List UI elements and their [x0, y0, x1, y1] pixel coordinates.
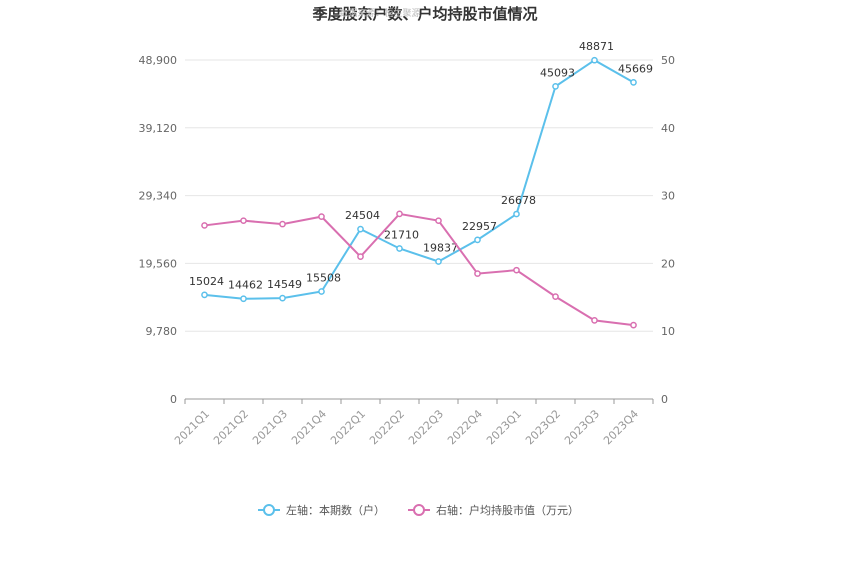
data-point: [630, 321, 637, 329]
right-tick-label: 50: [661, 54, 675, 67]
data-label: 14549: [267, 278, 302, 291]
data-point: [357, 225, 364, 233]
right-tick-label: 10: [661, 325, 675, 338]
data-point: [630, 79, 637, 86]
x-tick-label: 2023Q4: [601, 407, 641, 447]
legend-swatch-marker: [263, 504, 275, 516]
data-label: 21710: [384, 228, 419, 241]
data-label: 24504: [345, 209, 380, 222]
data-point: [552, 293, 559, 300]
data-point: [552, 83, 559, 90]
legend-swatch-marker: [413, 504, 425, 516]
data-point: [474, 236, 481, 244]
data-point: [591, 317, 598, 324]
left-tick-label: 29,340: [139, 190, 178, 203]
data-point: [513, 266, 520, 274]
data-point: [591, 56, 598, 64]
chart-title: 季度股东户数、户均持股市值情况: [312, 5, 537, 23]
data-point: [396, 245, 403, 252]
data-label: 26678: [501, 194, 536, 207]
data-point: [357, 253, 364, 260]
right-tick-label: 30: [661, 190, 675, 203]
data-label: 15508: [306, 271, 341, 284]
data-label: 45669: [618, 62, 653, 75]
data-label: 22957: [462, 220, 497, 233]
x-tick-label: 2021Q3: [250, 407, 290, 447]
left-tick-label: 9,780: [146, 325, 178, 338]
data-point: [318, 213, 325, 220]
x-axis: 2021Q12021Q22021Q32021Q42022Q12022Q22022…: [172, 398, 654, 447]
data-point: [513, 210, 520, 218]
left-tick-label: 0: [170, 393, 177, 406]
x-tick-label: 2023Q2: [523, 407, 563, 447]
data-point: [474, 270, 481, 277]
left-axis: 0 9,780 19,560 29,340 39,120 48,900: [139, 54, 178, 406]
x-tick-label: 2022Q1: [328, 407, 368, 447]
data-point: [279, 220, 286, 228]
x-tick-label: 2022Q3: [406, 407, 446, 447]
data-point: [279, 294, 286, 302]
watermark: 数据来源：恒生聚源: [339, 7, 420, 19]
legend-label: 右轴：户均持股市值（万元）: [436, 503, 579, 517]
series-line: [204, 212, 634, 327]
data-point: [435, 258, 442, 265]
x-tick-label: 2023Q3: [562, 407, 602, 447]
data-point: [240, 295, 247, 303]
series-layer: 15024 14462 14549 15508 24504 21710 19837 22957…: [189, 40, 653, 329]
legend[interactable]: 左轴：本期数（户） 右轴：户均持股市值（万元）: [258, 503, 579, 517]
series-line: [204, 59, 634, 300]
data-label: 14462: [228, 279, 263, 292]
x-tick-label: 2021Q2: [211, 407, 251, 447]
data-point: [240, 217, 247, 225]
x-tick-label: 2022Q2: [367, 407, 407, 447]
left-tick-label: 39,120: [139, 122, 178, 135]
data-label: 45093: [540, 66, 575, 79]
x-tick-label: 2022Q4: [445, 407, 485, 447]
right-tick-label: 40: [661, 122, 675, 135]
data-label: 19837: [423, 241, 458, 254]
data-label: 15024: [189, 275, 224, 288]
data-point: [396, 210, 403, 218]
x-tick-label: 2021Q4: [289, 407, 329, 447]
right-tick-label: 20: [661, 257, 675, 270]
right-tick-label: 0: [661, 393, 668, 406]
data-point: [201, 222, 208, 229]
x-tick-label: 2023Q1: [484, 407, 524, 447]
data-point: [201, 291, 208, 299]
x-tick-label: 2021Q1: [172, 407, 212, 447]
data-point: [318, 288, 325, 295]
data-point: [435, 217, 442, 225]
left-tick-label: 19,560: [139, 257, 178, 270]
legend-label: 左轴：本期数（户）: [286, 503, 385, 517]
right-axis: 0 10 20 30 40 50: [661, 54, 675, 406]
data-label: 48871: [579, 40, 614, 53]
left-tick-label: 48,900: [139, 54, 178, 67]
gridlines: [185, 59, 653, 332]
